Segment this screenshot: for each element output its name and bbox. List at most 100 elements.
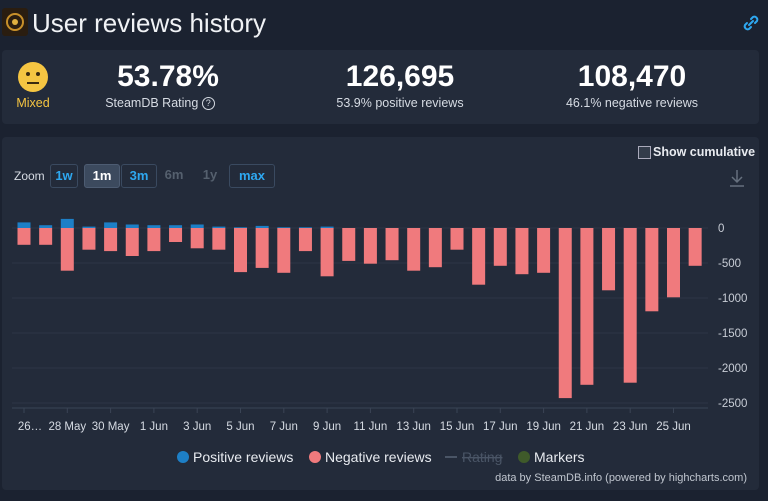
bar	[82, 228, 96, 250]
legend-label[interactable]: Negative reviews	[325, 449, 432, 465]
stats-panel: Mixed 53.78% SteamDB Rating ? 126,695 53…	[2, 50, 759, 124]
bar	[493, 228, 507, 266]
bar	[623, 228, 637, 383]
x-tick-label: 5 Jun	[226, 421, 254, 433]
bar	[125, 224, 139, 228]
cumulative-label[interactable]: Show cumulative	[653, 145, 756, 159]
y-tick-label: -1500	[718, 328, 747, 340]
x-tick-label: 11 Jun	[354, 421, 388, 433]
zoom-button[interactable]: 1w	[50, 164, 78, 188]
bar	[320, 226, 334, 228]
bar	[190, 224, 204, 228]
bar	[169, 225, 183, 228]
x-tick-label: 30 May	[92, 421, 130, 433]
legend-label[interactable]: Markers	[534, 449, 585, 465]
x-tick-label: 21 Jun	[570, 421, 605, 433]
help-icon[interactable]: ?	[201, 97, 215, 111]
x-tick-label: 15 Jun	[440, 421, 475, 433]
bar	[255, 225, 269, 228]
bar	[212, 226, 226, 228]
bar	[645, 228, 659, 312]
x-tick-label: 19 Jun	[526, 421, 561, 433]
positive-caption: 53.9% positive reviews	[336, 96, 464, 110]
x-tick-label: 17 Jun	[483, 421, 518, 433]
cumulative-checkbox[interactable]	[638, 146, 651, 159]
x-tick-label: 3 Jun	[183, 421, 211, 433]
x-tick-label: 9 Jun	[313, 421, 341, 433]
y-tick-label: 0	[718, 223, 724, 235]
page-title: User reviews history	[32, 8, 267, 38]
app-icon	[2, 8, 28, 36]
bar	[558, 228, 572, 399]
bar	[472, 228, 486, 285]
bar	[363, 228, 377, 264]
x-tick-label: 28 May	[48, 421, 86, 433]
y-tick-label: -2000	[718, 363, 747, 375]
bar	[515, 228, 529, 275]
bar	[277, 228, 291, 273]
zoom-button[interactable]: 1m	[84, 164, 120, 188]
bar	[82, 226, 96, 228]
bar	[147, 225, 161, 228]
bar	[580, 228, 594, 385]
bar	[60, 228, 74, 271]
bar	[298, 228, 312, 252]
zoom-button: 1y	[202, 167, 218, 182]
bar	[212, 228, 226, 250]
rating-caption: SteamDB Rating ?	[40, 96, 280, 111]
x-tick-label: 13 Jun	[396, 421, 431, 433]
positive-count: 126,695	[345, 60, 455, 93]
bar	[298, 227, 312, 228]
rating-label: Mixed	[16, 96, 50, 110]
bar	[277, 227, 291, 228]
bar	[342, 228, 356, 261]
bar	[104, 222, 118, 228]
rating-value: 53.78%	[117, 60, 219, 93]
legend-marker	[518, 451, 530, 463]
bar	[320, 228, 334, 277]
bar	[537, 228, 551, 273]
bar	[385, 228, 399, 261]
legend-label[interactable]: Rating	[462, 449, 502, 465]
negative-caption: 46.1% negative reviews	[565, 96, 699, 110]
bar	[147, 228, 161, 252]
zoom-button: 6m	[164, 167, 184, 182]
download-icon[interactable]	[728, 168, 746, 188]
bar	[169, 228, 183, 242]
bar	[17, 222, 31, 228]
credit: data by SteamDB.info (powered by highcha…	[495, 472, 747, 484]
bar	[234, 227, 247, 228]
rating-caption-text: SteamDB Rating	[105, 96, 199, 110]
y-tick-label: -500	[718, 258, 741, 270]
negative-count: 108,470	[577, 60, 687, 93]
zoom-button[interactable]: 3m	[121, 164, 157, 188]
bar	[234, 228, 247, 273]
x-tick-label: 26…	[18, 421, 42, 433]
bar	[39, 225, 53, 228]
bar	[602, 228, 616, 291]
bar	[125, 228, 139, 256]
bar	[104, 228, 118, 252]
x-tick-label: 23 Jun	[613, 421, 648, 433]
x-tick-label: 1 Jun	[140, 421, 168, 433]
bar	[39, 228, 53, 245]
bar	[407, 228, 421, 271]
bar	[450, 228, 464, 250]
bar	[255, 228, 269, 268]
x-tick-label: 7 Jun	[270, 421, 298, 433]
bar	[428, 228, 442, 268]
bar	[60, 218, 74, 228]
x-tick-label: 25 Jun	[656, 421, 691, 433]
y-tick-label: -2500	[718, 398, 747, 410]
mixed-face	[18, 62, 48, 92]
legend-label[interactable]: Positive reviews	[193, 449, 293, 465]
legend-marker	[309, 451, 321, 463]
link-icon[interactable]	[742, 14, 760, 32]
bar	[17, 228, 31, 245]
bar	[667, 228, 680, 298]
zoom-button[interactable]: max	[229, 164, 275, 188]
bar	[190, 228, 204, 249]
y-tick-label: -1000	[718, 293, 747, 305]
